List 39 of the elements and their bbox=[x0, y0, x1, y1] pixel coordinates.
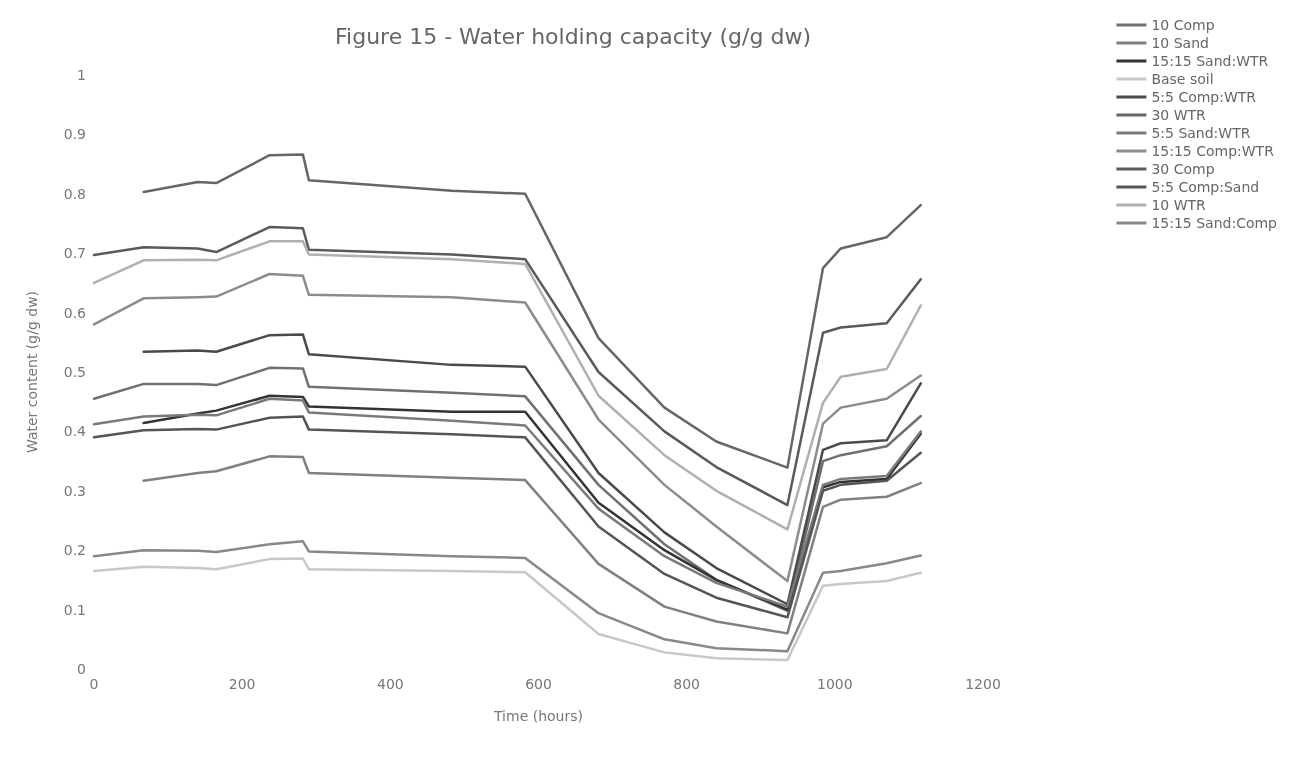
legend-label: 10 Sand bbox=[1151, 35, 1209, 51]
legend-label: 30 Comp bbox=[1151, 161, 1215, 177]
x-tick-label: 200 bbox=[228, 676, 256, 692]
x-tick-label: 600 bbox=[525, 676, 552, 692]
y-tick-label: 1 bbox=[77, 67, 86, 83]
y-tick-label: 0.1 bbox=[63, 601, 86, 618]
line-series bbox=[92, 540, 923, 653]
line-series bbox=[92, 272, 923, 583]
y-tick-label: 0.7 bbox=[63, 245, 86, 262]
legend-label: 10 Comp bbox=[1151, 17, 1215, 33]
y-axis-title: Water content (g/g dw) bbox=[24, 290, 40, 454]
y-tick-label: 0.9 bbox=[63, 126, 86, 143]
x-tick-label: 1000 bbox=[817, 676, 853, 692]
y-tick-label: 0 bbox=[77, 661, 86, 677]
x-axis-title: Time (hours) bbox=[493, 708, 583, 724]
y-tick-label: 0.3 bbox=[63, 482, 86, 499]
y-tick-label: 0.8 bbox=[63, 185, 86, 202]
legend-label: Base soil bbox=[1151, 71, 1214, 87]
chart-title: Figure 15 - Water holding capacity (g/g dw) bbox=[335, 23, 811, 49]
x-tick-label: 400 bbox=[376, 676, 404, 692]
y-tick-label: 0.5 bbox=[63, 364, 86, 380]
legend-label: 30 WTR bbox=[1151, 107, 1207, 123]
x-tick-label: 0 bbox=[89, 676, 99, 692]
legend-label: 5:5 Comp:Sand bbox=[1151, 179, 1260, 195]
y-tick-label: 0.6 bbox=[63, 304, 87, 321]
line-series bbox=[142, 333, 923, 606]
legend-label: 15:15 Sand:WTR bbox=[1151, 53, 1269, 69]
line-series bbox=[142, 153, 923, 469]
legend-label: 5:5 Comp:WTR bbox=[1151, 89, 1257, 105]
y-tick-label: 0.4 bbox=[63, 423, 87, 440]
x-tick-label: 800 bbox=[673, 676, 701, 692]
x-tick-label: 1200 bbox=[965, 676, 1001, 692]
y-tick-label: 0.2 bbox=[63, 542, 86, 559]
legend-label: 10 WTR bbox=[1151, 197, 1207, 213]
legend-label: 15:15 Sand:Comp bbox=[1151, 215, 1278, 231]
line-series bbox=[92, 557, 923, 662]
legend-label: 5:5 Sand:WTR bbox=[1151, 125, 1251, 141]
legend-label: 15:15 Comp:WTR bbox=[1151, 143, 1275, 159]
line-series bbox=[142, 455, 923, 635]
